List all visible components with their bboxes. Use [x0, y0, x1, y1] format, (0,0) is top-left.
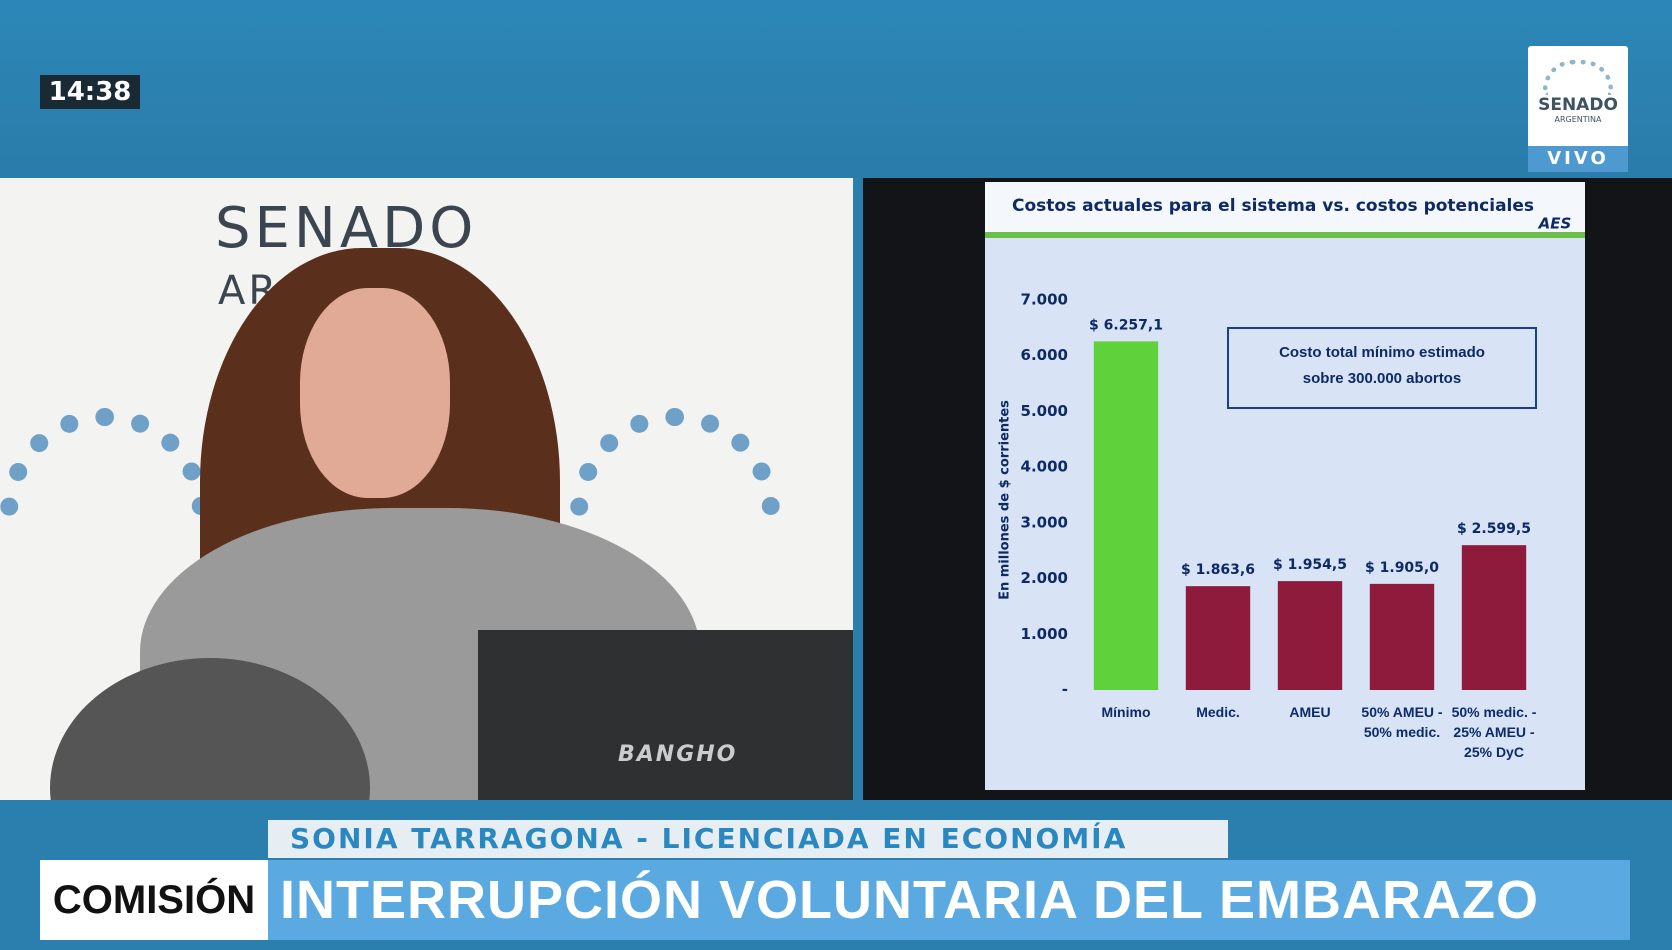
- bar: [1185, 586, 1251, 690]
- y-tick-label: 1.000: [1021, 625, 1068, 643]
- annotation-wrap: Costo total mínimo estimado sobre 300.00…: [1279, 344, 1485, 387]
- slide: [985, 182, 1585, 790]
- y-tick-label: 2.000: [1021, 569, 1068, 587]
- y-tick-label: 4.000: [1021, 458, 1068, 476]
- y-tick-label: 7.000: [1021, 291, 1068, 309]
- y-tick-label: 6.000: [1021, 346, 1068, 364]
- annotation: Costo total mínimo estimado sobre 300.00…: [1279, 344, 1485, 387]
- value-label: $ 1.863,6: [1181, 562, 1255, 578]
- logo-arc: [1543, 60, 1613, 95]
- x-tick-label: Medic.: [1196, 704, 1240, 720]
- slide-rule: [985, 232, 1585, 238]
- annotation-box: [1227, 327, 1537, 409]
- chart-title: Costos actuales para el sistema vs. cost…: [1012, 196, 1534, 216]
- value-label: $ 6.257,1: [1089, 317, 1163, 333]
- bar: [1277, 581, 1343, 690]
- headline: INTERRUPCIÓN VOLUNTARIA DEL EMBARAZO: [268, 860, 1630, 940]
- laptop-brand: BANGHO: [618, 742, 738, 767]
- y-tick-label: 5.000: [1021, 402, 1068, 420]
- value-label: $ 1.954,5: [1273, 557, 1347, 573]
- y-axis-label: En millones de $ corrientes: [998, 400, 1013, 600]
- logo-title: SENADO: [1538, 95, 1618, 115]
- bar: [1369, 583, 1435, 690]
- clock: 14:38: [40, 75, 140, 109]
- bar: [1093, 341, 1159, 690]
- slide-header: [985, 182, 1585, 232]
- logo-subtitle: ARGENTINA: [1554, 115, 1602, 124]
- laptop: BANGHO: [478, 630, 853, 800]
- value-label: $ 1.905,0: [1365, 560, 1439, 576]
- video-left: SENADO ARGENTINA BANGHO: [0, 178, 853, 800]
- speaker-face: [300, 288, 450, 498]
- speaker-caption: SONIA TARRAGONA - LICENCIADA EN ECONOMÍA: [268, 820, 1228, 858]
- value-label: $ 2.599,5: [1457, 521, 1531, 537]
- bar: [1461, 545, 1527, 690]
- section-label: COMISIÓN: [40, 860, 268, 940]
- slide-logo: AES: [1538, 215, 1572, 233]
- y-tick-label: 3.000: [1021, 513, 1068, 531]
- live-badge: VIVO: [1528, 146, 1628, 172]
- channel-logo: SENADO ARGENTINA VIVO: [1528, 46, 1628, 172]
- x-tick-label: 50% medic. - 25% AMEU - 25% DyC: [1451, 704, 1537, 760]
- x-tick-label: Mínimo: [1101, 704, 1151, 720]
- top-band: [0, 0, 1672, 178]
- x-tick-label: AMEU: [1289, 704, 1331, 720]
- y-tick-label: -: [1062, 681, 1068, 699]
- x-tick-label: 50% AMEU - 50% medic.: [1361, 704, 1443, 740]
